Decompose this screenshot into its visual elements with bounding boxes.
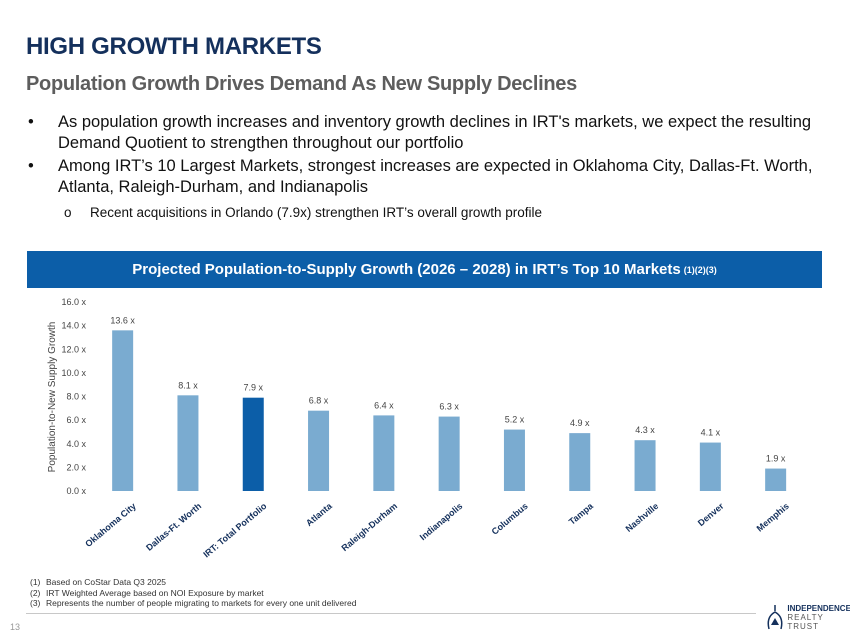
bar <box>503 429 525 491</box>
bar <box>699 442 721 491</box>
x-tick-label: Columbus <box>490 501 530 537</box>
footnote-text: Represents the number of people migratin… <box>46 598 357 608</box>
x-tick-label: Oklahoma City <box>83 501 138 549</box>
sub-bullet-icon: o <box>64 205 72 220</box>
bar <box>765 468 787 491</box>
x-tick-label: Indianapolis <box>418 501 465 542</box>
footnote-refs: (1)(2)(3) <box>683 264 717 275</box>
footnote-text: Based on CoStar Data Q3 2025 <box>46 577 167 587</box>
bullet-item: • As population growth increases and inve… <box>26 112 826 154</box>
x-tick-label: Memphis <box>755 501 791 534</box>
bullet-list: • As population growth increases and inve… <box>26 112 826 223</box>
data-label: 5.2 x <box>505 415 525 425</box>
data-label: 1.9 x <box>766 454 786 464</box>
data-label: 6.3 x <box>439 402 459 412</box>
data-label: 13.6 x <box>110 315 135 325</box>
footnote-number: (2) <box>30 587 41 598</box>
bullet-icon: • <box>28 157 34 175</box>
logo-line2: REALTY TRUST <box>787 612 824 631</box>
footnote: (2) IRT Weighted Average based on NOI Exp… <box>30 588 356 599</box>
bullet-text: As population growth increases and inven… <box>58 113 812 152</box>
sub-bullet-item: o Recent acquisitions in Orlando (7.9x) s… <box>26 202 826 223</box>
footnote: (3) Represents the number of people migra… <box>30 598 356 609</box>
bullet-item: • Among IRT’s 10 Largest Markets, stronge… <box>26 156 826 198</box>
chart-title-banner: Projected Population-to-Supply Growth (2… <box>27 251 822 288</box>
bullet-icon: • <box>28 113 34 131</box>
bar <box>177 395 199 491</box>
bar <box>634 440 656 491</box>
y-tick-label: 10.0 x <box>61 368 86 378</box>
bar <box>308 410 330 491</box>
sub-bullet-text: Recent acquisitions in Orlando (7.9x) st… <box>90 205 542 220</box>
page-number: 13 <box>10 622 21 632</box>
bar <box>569 433 591 491</box>
page-subtitle: Population Growth Drives Demand As New S… <box>26 73 577 95</box>
y-tick-label: 0.0 x <box>66 486 86 496</box>
bullet-text: Among IRT’s 10 Largest Markets, stronges… <box>58 157 813 196</box>
data-label: 4.9 x <box>570 418 590 428</box>
y-tick-label: 2.0 x <box>66 462 86 472</box>
x-tick-label: Tampa <box>567 500 596 527</box>
y-tick-label: 12.0 x <box>61 344 86 354</box>
bar <box>373 415 395 491</box>
y-tick-label: 6.0 x <box>66 415 86 425</box>
x-tick-label: IRT: Total Portfolio <box>201 501 269 560</box>
y-tick-label: 14.0 x <box>61 321 86 331</box>
x-tick-label: Nashville <box>624 501 661 534</box>
chart-title: Projected Population-to-Supply Growth (2… <box>132 261 681 278</box>
x-tick-label: Dallas-Ft. Worth <box>144 501 203 553</box>
y-axis-label: Population-to-New Supply Growth <box>47 322 58 473</box>
x-tick-label: Raleigh-Durham <box>339 501 399 553</box>
footnote-text: IRT Weighted Average based on NOI Exposu… <box>46 587 264 598</box>
footnotes: (1) Based on CoStar Data Q3 2025 (2) IRT W… <box>30 577 356 609</box>
data-label: 6.4 x <box>374 400 394 410</box>
bar <box>112 330 134 491</box>
liberty-bell-icon <box>767 605 783 630</box>
x-tick-label: Atlanta <box>304 500 335 528</box>
footer-divider <box>26 613 756 614</box>
y-tick-label: 4.0 x <box>66 439 86 449</box>
data-label: 6.8 x <box>309 396 329 406</box>
logo-line1: INDEPENDENCE <box>787 603 850 613</box>
y-tick-label: 8.0 x <box>66 392 86 402</box>
company-logo: INDEPENDENCE REALTY TRUST <box>765 603 850 631</box>
footnote-number: (3) <box>30 598 41 608</box>
page-title: HIGH GROWTH MARKETS <box>26 33 322 60</box>
x-tick-label: Denver <box>696 501 726 529</box>
bar <box>438 416 460 491</box>
footnote-number: (1) <box>30 577 41 587</box>
footnote: (1) Based on CoStar Data Q3 2025 <box>30 577 356 588</box>
data-label: 8.1 x <box>178 380 198 390</box>
data-label: 4.1 x <box>701 428 721 438</box>
data-label: 7.9 x <box>243 383 263 393</box>
bar <box>242 397 264 491</box>
data-label: 4.3 x <box>635 425 655 435</box>
y-tick-label: 16.0 x <box>61 297 86 307</box>
